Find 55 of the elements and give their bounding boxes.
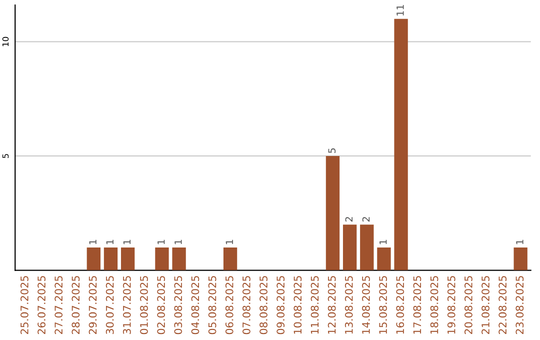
bar [377, 247, 391, 270]
bar [514, 247, 528, 270]
x-tick-label: 10.08.2025 [294, 276, 302, 334]
x-tick-label: 16.08.2025 [396, 276, 404, 334]
data-label: 5 [328, 148, 336, 153]
x-tick-label: 03.08.2025 [174, 276, 182, 334]
x-tick-label: 25.07.2025 [20, 276, 28, 334]
bar [86, 247, 100, 270]
data-label: 2 [362, 217, 370, 222]
bar [342, 224, 357, 270]
x-tick-label: 30.07.2025 [106, 276, 114, 334]
data-label: 1 [516, 240, 524, 244]
bar [172, 247, 186, 270]
bar [155, 247, 169, 270]
data-label: 1 [158, 240, 165, 244]
x-tick-label: 22.08.2025 [498, 276, 507, 334]
x-tick-label: 15.08.2025 [379, 276, 387, 334]
data-label: 2 [345, 217, 352, 222]
x-tick-label: 01.08.2025 [140, 276, 148, 334]
bar [360, 224, 374, 270]
x-tick-label: 05.08.2025 [208, 276, 216, 334]
data-label: 1 [380, 240, 387, 244]
data-label: 11 [396, 5, 404, 16]
x-tick-label: 23.08.2025 [516, 276, 524, 334]
bar [326, 156, 340, 270]
x-tick-label: 07.08.2025 [242, 276, 250, 334]
data-label: 1 [89, 240, 96, 244]
x-tick-label: 02.08.2025 [157, 276, 165, 334]
bar [104, 247, 118, 270]
x-tick-label: 20.08.2025 [464, 276, 472, 334]
data-label: 1 [174, 240, 182, 244]
x-tick-label: 29.07.2025 [88, 276, 97, 334]
x-tick-label: 14.08.2025 [362, 276, 370, 334]
x-tick-label: 13.08.2025 [344, 276, 353, 334]
x-tick-label: 27.07.2025 [54, 276, 63, 334]
x-tick-label: 04.08.2025 [191, 276, 200, 334]
x-tick-label: 21.08.2025 [482, 276, 490, 334]
x-tick-label: 06.08.2025 [225, 276, 234, 334]
bar [223, 247, 238, 270]
x-tick-label: 26.07.2025 [38, 276, 46, 334]
data-label: 1 [106, 240, 114, 244]
x-tick-label: 19.08.2025 [447, 276, 456, 334]
x-tick-label: 28.07.2025 [72, 276, 80, 334]
x-tick-label: 18.08.2025 [430, 276, 438, 334]
data-label: 1 [226, 240, 233, 244]
bar [120, 247, 135, 270]
x-tick-label: 17.08.2025 [413, 276, 422, 334]
x-tick-label: 09.08.2025 [276, 276, 285, 334]
x-tick-label: 11.08.2025 [310, 276, 319, 334]
x-tick-label: 08.08.2025 [260, 276, 268, 334]
data-label: 1 [123, 240, 131, 244]
x-tick-label: 12.08.2025 [328, 276, 336, 334]
y-tick-label: 10 [2, 36, 9, 46]
x-tick-label: 31.07.2025 [122, 276, 131, 334]
bar [394, 18, 408, 270]
